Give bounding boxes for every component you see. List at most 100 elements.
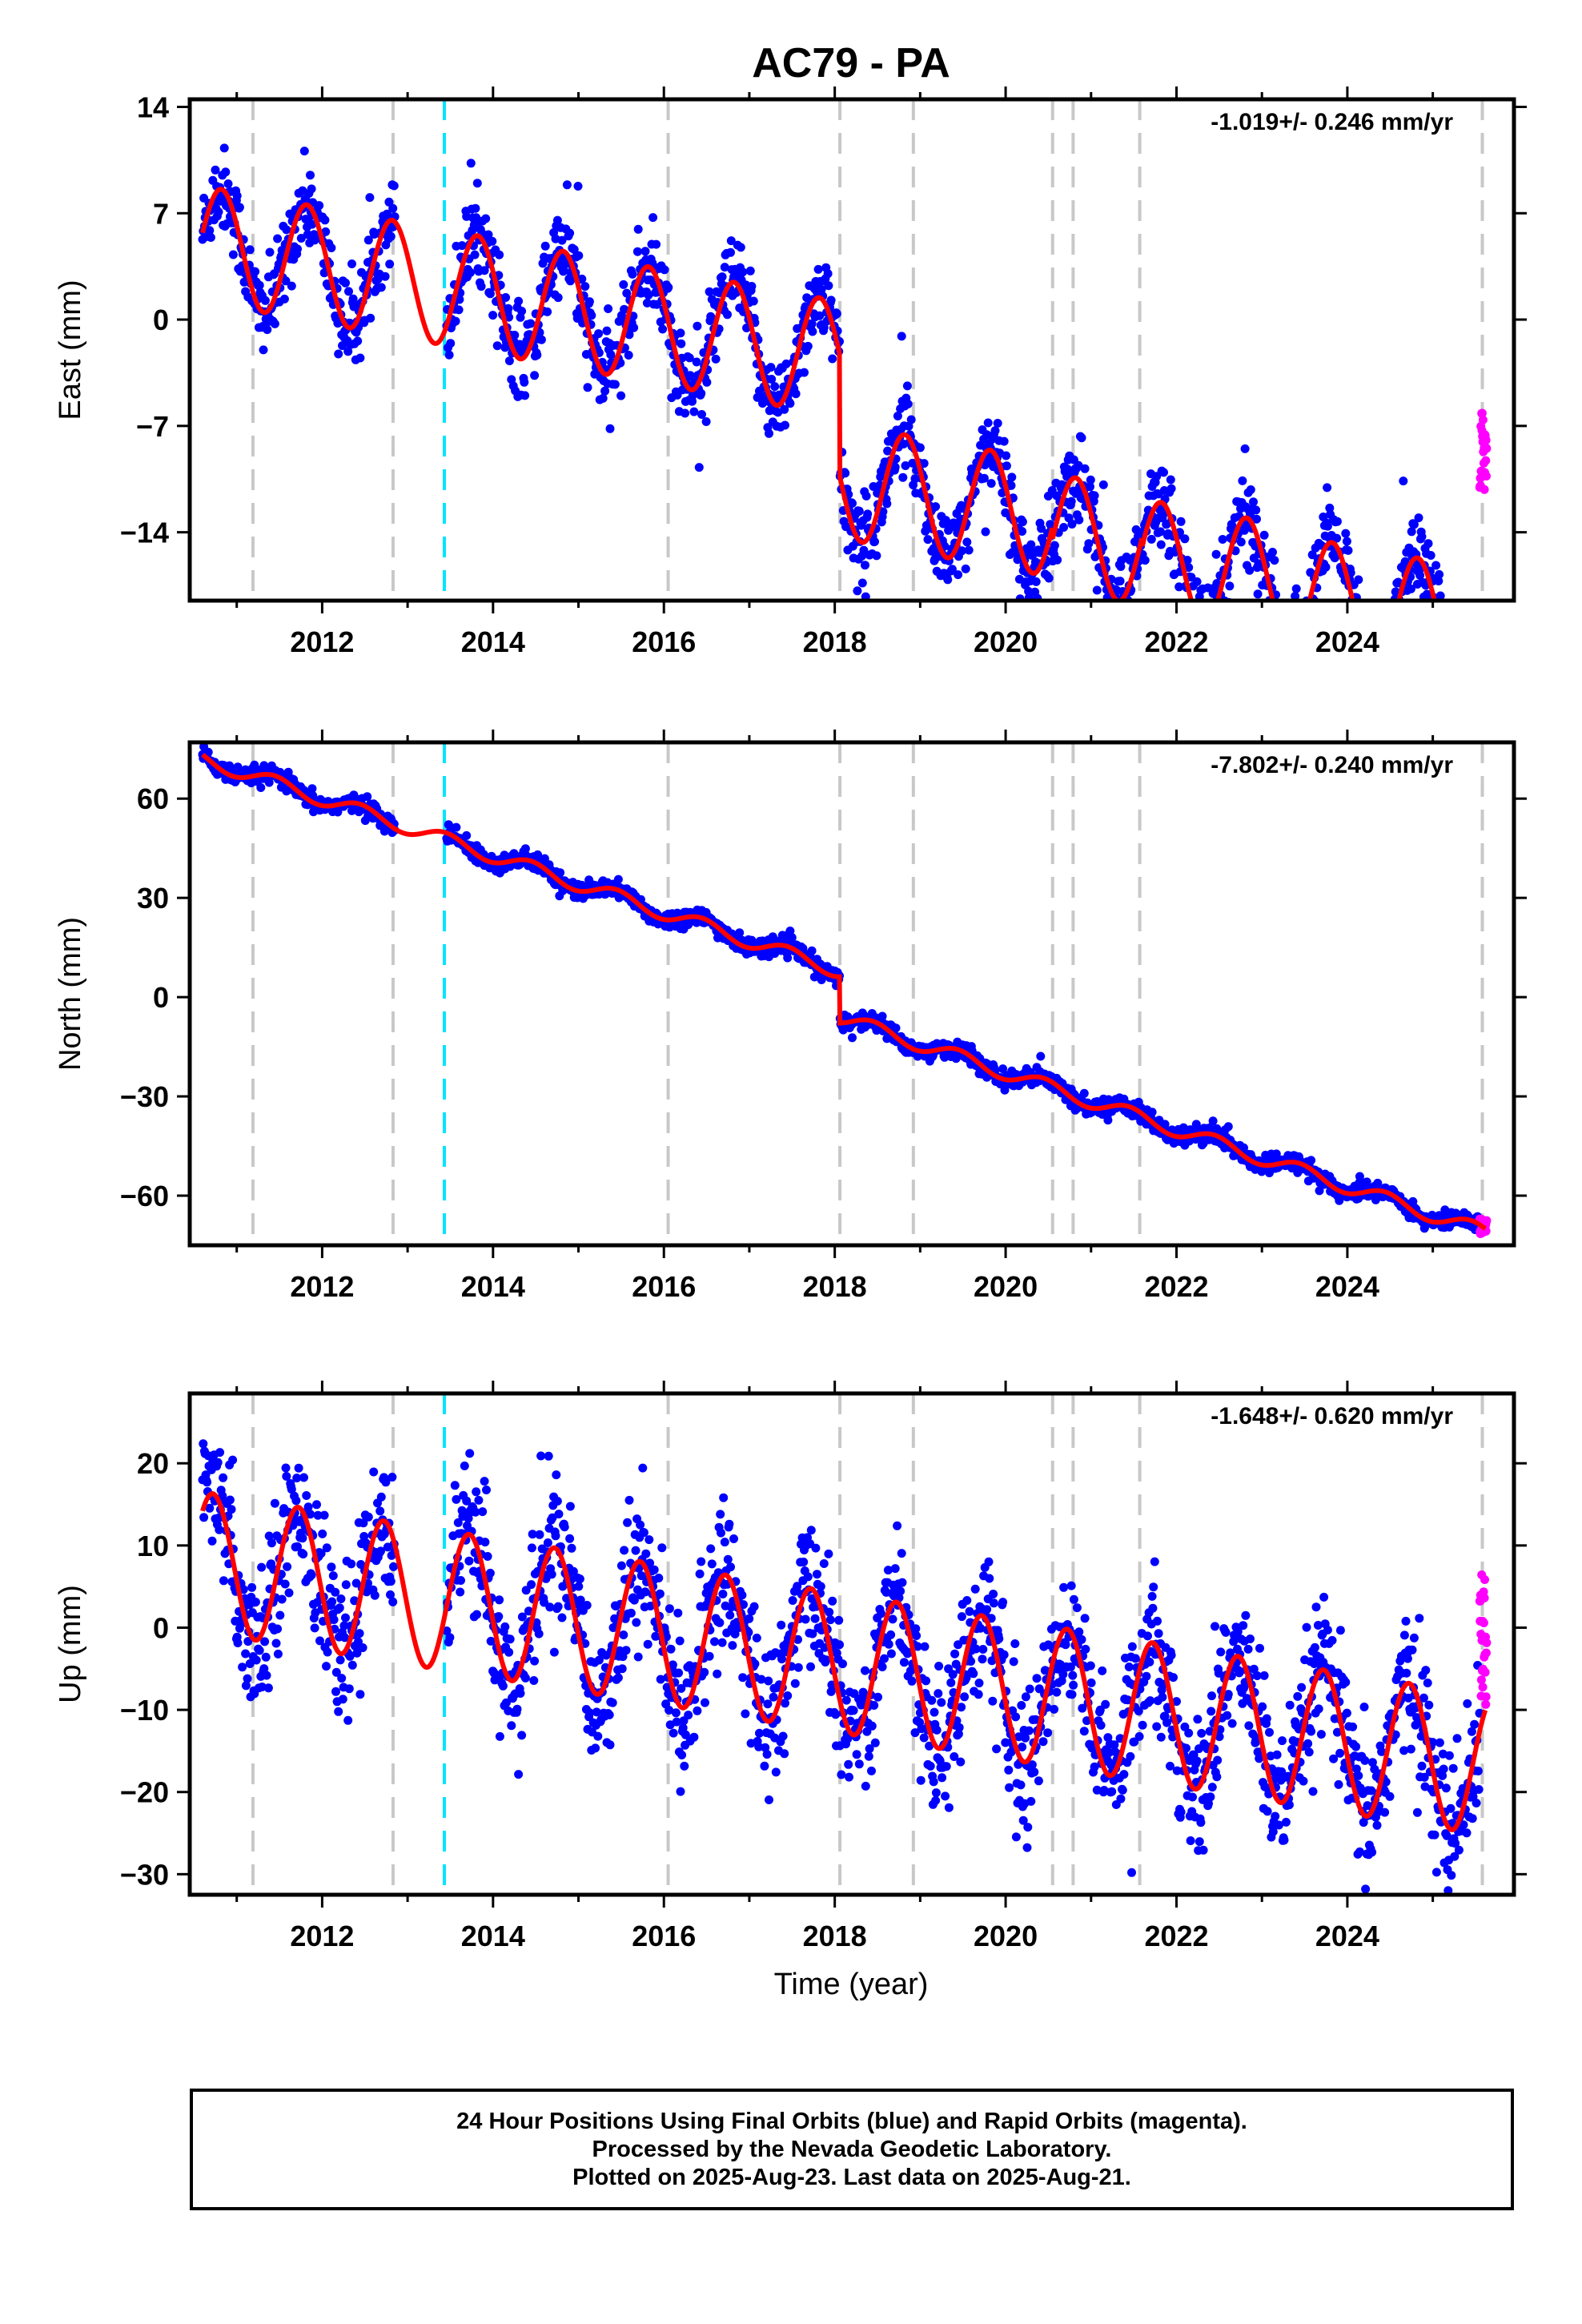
data-point (293, 244, 302, 254)
data-point (787, 933, 797, 943)
data-point (1460, 649, 1468, 657)
data-point (1460, 690, 1468, 698)
data-point (803, 1572, 813, 1582)
data-point (251, 1655, 261, 1665)
data-point (778, 1731, 788, 1741)
data-point (1115, 577, 1125, 586)
data-point (557, 235, 567, 245)
data-point (1390, 643, 1399, 652)
data-point (1218, 535, 1227, 544)
x-tick-label: 2022 (1144, 625, 1208, 658)
data-point (1187, 609, 1196, 617)
data-point (1044, 573, 1054, 583)
data-point (529, 1676, 539, 1685)
data-point (495, 1731, 504, 1741)
data-point (1452, 650, 1460, 659)
data-point (1356, 613, 1365, 622)
data-point (806, 1662, 815, 1671)
data-point (284, 1588, 294, 1598)
y-tick-label: 7 (153, 197, 169, 230)
x-tick-label: 2018 (803, 1270, 867, 1303)
data-point (1037, 524, 1046, 533)
data-point (848, 499, 857, 508)
data-point (1396, 638, 1405, 647)
data-point (592, 1707, 601, 1717)
data-point (339, 1621, 349, 1630)
data-point (492, 341, 502, 351)
data-point (307, 184, 316, 194)
data-point (251, 1598, 260, 1606)
data-point (1236, 537, 1246, 547)
data-point (1371, 658, 1380, 667)
data-point (1469, 623, 1478, 632)
data-point (389, 1562, 398, 1571)
data-point (711, 354, 721, 364)
data-point (685, 371, 695, 380)
rapid-orbit-points (1475, 408, 1492, 494)
panel-frame (187, 97, 1516, 603)
data-point (1249, 497, 1258, 507)
data-point (1456, 705, 1464, 714)
data-point (788, 1596, 797, 1605)
data-point (745, 1614, 754, 1623)
data-point (1007, 472, 1017, 482)
data-point (380, 271, 390, 281)
data-point (565, 228, 575, 238)
data-point (347, 1660, 357, 1670)
data-point (790, 1679, 800, 1688)
data-point (633, 224, 643, 234)
data-point (1128, 608, 1137, 617)
data-point (681, 1730, 690, 1739)
data-point (1435, 569, 1444, 579)
data-point (606, 350, 616, 360)
data-point (608, 1698, 617, 1707)
data-point (1298, 661, 1307, 669)
data-point (1453, 667, 1462, 676)
data-point (594, 329, 604, 339)
data-point (315, 1636, 324, 1646)
data-point (1306, 624, 1315, 633)
data-point (697, 410, 706, 419)
data-point (1438, 639, 1447, 648)
data-point (1270, 556, 1279, 565)
data-point (726, 247, 735, 257)
data-point (536, 335, 546, 344)
y-axis-label: North (mm) (54, 917, 87, 1071)
data-point (1447, 687, 1456, 696)
data-point (551, 1531, 560, 1541)
data-point (824, 1549, 833, 1558)
data-point (1474, 622, 1483, 631)
data-point (359, 1518, 368, 1528)
data-point (632, 247, 642, 256)
data-point (331, 1667, 341, 1677)
data-point (470, 250, 480, 259)
data-point (1006, 480, 1016, 490)
data-point (1223, 1122, 1233, 1132)
x-tick-label: 2020 (974, 625, 1038, 658)
data-point (671, 1708, 681, 1718)
data-point (716, 1510, 725, 1519)
data-point (1238, 476, 1247, 485)
data-point (215, 1448, 225, 1458)
data-point (828, 1596, 837, 1606)
data-point (520, 391, 530, 400)
data-point (738, 1673, 748, 1683)
data-point (543, 1538, 552, 1547)
data-point (232, 191, 242, 200)
data-point (723, 1554, 733, 1564)
data-point (737, 1590, 747, 1600)
data-point (1359, 612, 1368, 621)
data-point (282, 1472, 291, 1481)
data-point (1368, 665, 1377, 673)
data-point (848, 1033, 857, 1043)
data-point (355, 1629, 364, 1638)
data-point (1364, 661, 1373, 670)
data-point (999, 436, 1009, 446)
data-point (1472, 645, 1481, 653)
data-point (741, 1709, 750, 1719)
data-point (338, 1695, 347, 1704)
data-point (717, 1638, 727, 1647)
data-point (1440, 649, 1449, 658)
data-point (331, 1587, 340, 1597)
data-point (819, 323, 829, 332)
